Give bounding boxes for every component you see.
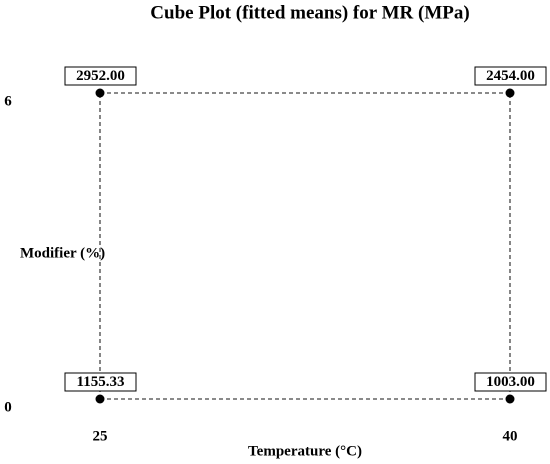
y-axis-label: Modifier (%) xyxy=(20,245,105,261)
chart-title: Cube Plot (fitted means) for MR (MPa) xyxy=(150,2,469,23)
value-label: 2952.00 xyxy=(76,68,125,84)
value-label: 1155.33 xyxy=(77,374,125,390)
y-tick-label: 0 xyxy=(4,399,12,415)
point xyxy=(505,394,515,404)
point xyxy=(95,88,105,98)
label-box xyxy=(64,372,137,392)
y-tick-label: 6 xyxy=(4,93,12,109)
x-axis-label: Temperature (°C) xyxy=(248,443,362,459)
value-label: 2454.00 xyxy=(486,68,535,84)
label-box xyxy=(474,66,547,86)
value-label: 1003.00 xyxy=(486,374,535,390)
x-tick-label: 25 xyxy=(93,428,108,444)
x-tick-label: 40 xyxy=(503,428,518,444)
point xyxy=(505,88,515,98)
label-box xyxy=(474,372,547,392)
label-box xyxy=(64,66,137,86)
point xyxy=(95,394,105,404)
